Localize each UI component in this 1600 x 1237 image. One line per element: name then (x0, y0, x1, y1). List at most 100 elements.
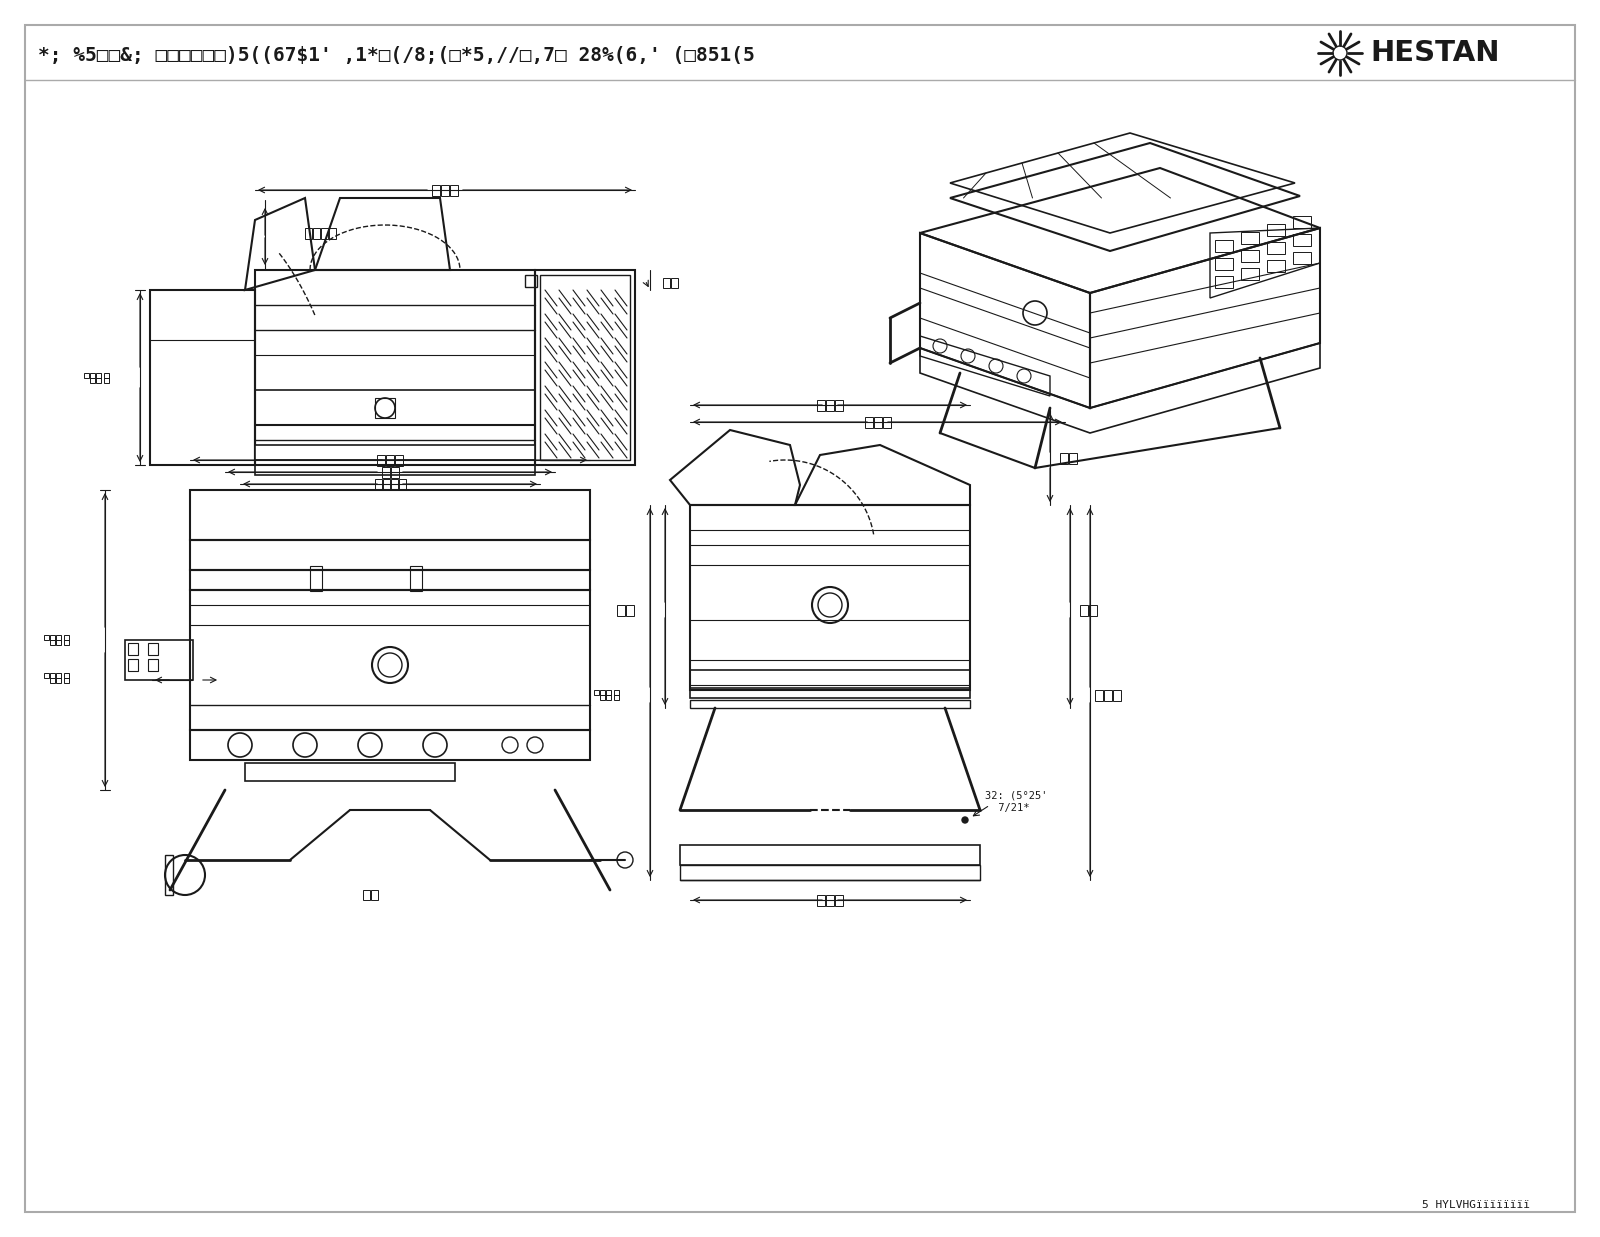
Bar (626, 605, 634, 616)
Bar (374, 398, 395, 418)
Text: HESTAN: HESTAN (1370, 40, 1499, 67)
Bar (190, 590, 590, 730)
Bar (826, 400, 834, 411)
Bar (328, 228, 336, 239)
Bar (662, 278, 669, 288)
Bar (190, 570, 590, 590)
Bar (390, 466, 398, 477)
Bar (874, 417, 882, 428)
Bar (312, 228, 320, 239)
Bar (1293, 252, 1310, 263)
Bar (254, 460, 534, 475)
Circle shape (962, 816, 968, 823)
Bar (190, 730, 590, 760)
Text: *; %5□□&; □□□□□□)5((67$1' ,1*□(/8;(□*5,//□,7□ 28%(6,' (□851(5: *; %5□□&; □□□□□□)5((67$1' ,1*□(/8;(□*5,/… (38, 47, 755, 66)
Bar (1242, 233, 1259, 244)
Bar (50, 635, 54, 640)
Bar (835, 894, 843, 905)
Bar (390, 479, 397, 489)
Text: 5 HYLVHGïïïïïïïï: 5 HYLVHGïïïïïïïï (1422, 1200, 1530, 1210)
Bar (450, 184, 458, 195)
Bar (866, 417, 874, 428)
Bar (1267, 224, 1285, 236)
Bar (56, 673, 61, 678)
Bar (147, 659, 158, 670)
Bar (45, 673, 50, 678)
Bar (382, 479, 389, 489)
Bar (600, 695, 605, 700)
Bar (165, 855, 173, 896)
Bar (50, 673, 54, 678)
Bar (594, 690, 598, 695)
Bar (432, 184, 440, 195)
Bar (50, 678, 54, 683)
Bar (826, 894, 834, 905)
Bar (818, 400, 826, 411)
Bar (680, 845, 979, 865)
Bar (442, 184, 450, 195)
Bar (616, 605, 624, 616)
Bar (395, 454, 403, 465)
Bar (1267, 242, 1285, 254)
Text: 7/21*: 7/21* (992, 803, 1029, 813)
Bar (398, 479, 405, 489)
Bar (56, 640, 61, 644)
Text: 32: (5°25': 32: (5°25' (986, 790, 1048, 800)
Bar (83, 374, 90, 379)
Bar (190, 541, 590, 570)
Bar (614, 690, 619, 695)
Bar (1267, 260, 1285, 272)
Bar (670, 278, 677, 288)
Bar (125, 640, 194, 680)
Bar (190, 490, 590, 541)
Bar (1104, 689, 1112, 700)
Bar (386, 454, 394, 465)
Bar (690, 700, 970, 708)
Bar (690, 505, 970, 690)
Bar (104, 379, 109, 383)
Bar (64, 678, 69, 683)
Bar (541, 275, 630, 460)
Bar (378, 454, 386, 465)
Bar (56, 678, 61, 683)
Bar (96, 374, 101, 379)
Bar (304, 228, 312, 239)
Bar (45, 635, 50, 640)
Bar (410, 567, 422, 591)
Bar (818, 894, 826, 905)
Bar (1214, 276, 1234, 288)
Bar (1094, 689, 1102, 700)
Bar (1242, 250, 1259, 262)
Bar (600, 690, 605, 695)
Bar (1293, 216, 1310, 228)
Bar (381, 466, 389, 477)
Bar (1069, 453, 1077, 464)
Bar (310, 567, 322, 591)
Bar (147, 643, 158, 656)
Bar (90, 374, 94, 379)
Bar (64, 673, 69, 678)
Bar (835, 400, 843, 411)
Bar (64, 635, 69, 640)
Bar (690, 688, 970, 698)
Bar (1080, 605, 1088, 616)
Bar (883, 417, 891, 428)
Bar (1214, 259, 1234, 270)
Bar (363, 889, 370, 901)
Bar (1293, 234, 1310, 246)
Bar (50, 640, 54, 644)
Bar (128, 659, 138, 670)
Bar (1088, 605, 1096, 616)
Bar (606, 695, 611, 700)
Bar (104, 374, 109, 379)
Bar (1214, 240, 1234, 252)
Bar (254, 445, 534, 460)
Bar (525, 275, 538, 287)
Bar (1242, 268, 1259, 280)
Bar (96, 379, 101, 383)
Bar (90, 379, 94, 383)
Bar (320, 228, 328, 239)
Bar (371, 889, 378, 901)
Bar (254, 270, 534, 465)
Bar (56, 635, 61, 640)
